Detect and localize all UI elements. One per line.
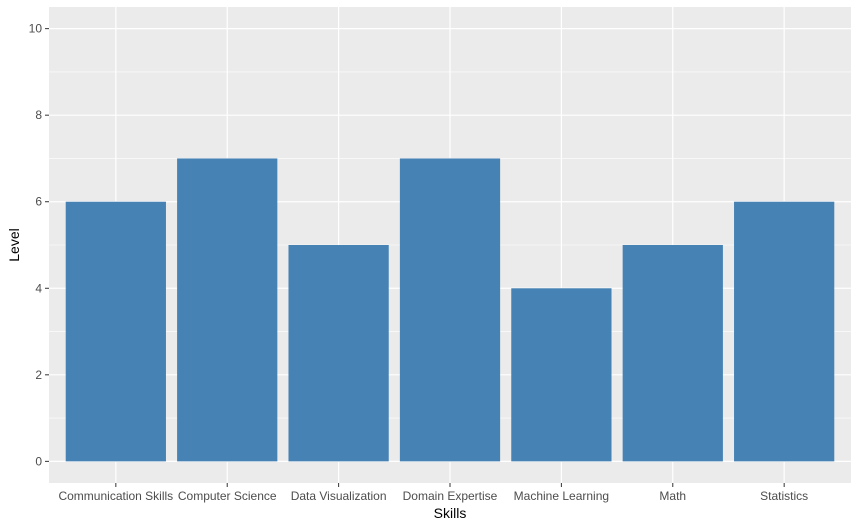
y-tick-label: 0 [35, 454, 42, 468]
bar [622, 245, 723, 462]
y-tick-label: 4 [35, 281, 42, 295]
x-tick-label: Domain Expertise [403, 489, 498, 503]
x-tick-label: Math [659, 489, 686, 503]
bar [177, 158, 278, 462]
x-tick-label: Data Visualization [291, 489, 387, 503]
x-tick-label: Computer Science [178, 489, 277, 503]
bar [511, 288, 612, 462]
y-axis-ticks: 0 2 4 6 8 10 [29, 22, 49, 468]
y-tick-label: 10 [29, 22, 43, 36]
y-tick-label: 6 [35, 195, 42, 209]
y-tick-label: 2 [35, 368, 42, 382]
bar [65, 201, 166, 462]
x-axis-ticks: Communication Skills Computer Science Data… [58, 483, 808, 503]
bar [734, 201, 835, 462]
x-tick-label: Machine Learning [514, 489, 609, 503]
bar [399, 158, 501, 462]
x-tick-label: Statistics [760, 489, 808, 503]
bar [288, 245, 389, 462]
x-axis-title: Skills [434, 505, 467, 521]
bars [65, 158, 835, 462]
y-axis-title: Level [6, 228, 22, 261]
y-tick-label: 8 [35, 108, 42, 122]
x-tick-label: Communication Skills [58, 489, 173, 503]
